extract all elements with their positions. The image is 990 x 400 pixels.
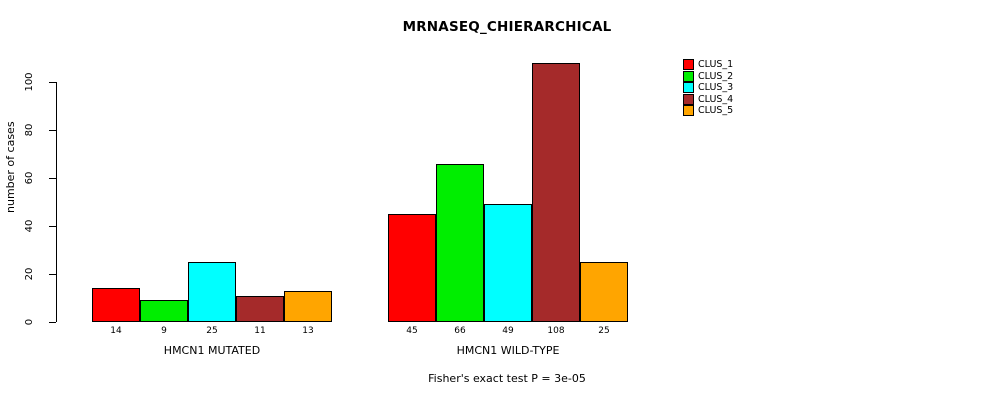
y-axis: [56, 82, 57, 322]
legend-swatch: [683, 93, 694, 105]
bar-clus_2-group2: [436, 164, 484, 322]
legend-label: CLUS_3: [698, 82, 734, 94]
bar-clus_5-group1: [284, 291, 332, 322]
y-axis-tick-label: 0: [24, 318, 35, 326]
legend-label: CLUS_1: [698, 59, 734, 71]
bar-value-label: 13: [302, 326, 314, 336]
bar-value-label: 25: [206, 326, 218, 336]
legend-item: CLUS_3: [683, 82, 733, 94]
y-axis-tick-label: 20: [24, 267, 35, 281]
y-axis-tick-label: 60: [24, 171, 35, 185]
bar-clus_4-group1: [236, 296, 284, 322]
x-group-label: HMCN1 MUTATED: [163, 344, 261, 357]
bar-clus_4-group2: [532, 63, 580, 322]
legend-label: CLUS_2: [698, 70, 734, 82]
legend-item: CLUS_2: [683, 70, 734, 83]
legend-swatch: [683, 82, 694, 94]
bar-clus_3-group1: [188, 262, 236, 322]
y-axis-tick-label: 40: [24, 219, 35, 233]
legend: CLUS_1 CLUS_2 CLUS_3 CLUS_4 CLUS_5: [683, 59, 733, 117]
bar-value-label: 11: [254, 326, 266, 336]
bar-clus_1-group1: [92, 288, 140, 322]
bar-value-label: 25: [598, 326, 610, 336]
legend-swatch: [683, 59, 694, 71]
chart-title: MRNASEQ_CHIERARCHICAL: [402, 19, 612, 35]
bar-clus_2-group1: [140, 300, 188, 322]
x-group-label: HMCN1 WILD-TYPE: [456, 344, 560, 357]
bar-value-label: 9: [161, 326, 167, 336]
y-axis-tick-label: 100: [24, 72, 35, 92]
legend-swatch: [683, 70, 694, 82]
legend-item: CLUS_4: [683, 93, 734, 106]
y-axis-tick: [49, 129, 56, 131]
bar-value-label: 66: [454, 326, 466, 336]
legend-label: CLUS_5: [698, 105, 734, 117]
bar-value-label: 108: [547, 326, 565, 336]
bar-value-label: 45: [406, 326, 418, 336]
plot-area: 0 20 40 60 80 100 14 9 25 11 13 HMCN1 MUTATED 45 66 49…: [24, 58, 660, 357]
y-axis-tick-label: 80: [24, 123, 35, 137]
legend-item: CLUS_1: [683, 59, 733, 71]
y-axis-tick: [49, 225, 56, 227]
bar-clus_3-group2: [484, 204, 532, 322]
y-axis-tick: [49, 81, 56, 83]
y-axis-tick: [49, 177, 56, 179]
y-axis-tick: [49, 321, 56, 323]
y-axis-label: number of cases: [4, 121, 17, 213]
bar-clus_5-group2: [580, 262, 628, 322]
legend-label: CLUS_4: [698, 93, 734, 105]
bar-value-label: 14: [110, 326, 122, 336]
bar-clus_1-group2: [388, 214, 436, 322]
bar-value-label: 49: [502, 326, 514, 336]
legend-item: CLUS_5: [683, 105, 733, 117]
annotation-text: Fisher's exact test P = 3e-05: [428, 372, 586, 385]
y-axis-tick: [49, 273, 56, 275]
legend-swatch: [683, 105, 694, 117]
